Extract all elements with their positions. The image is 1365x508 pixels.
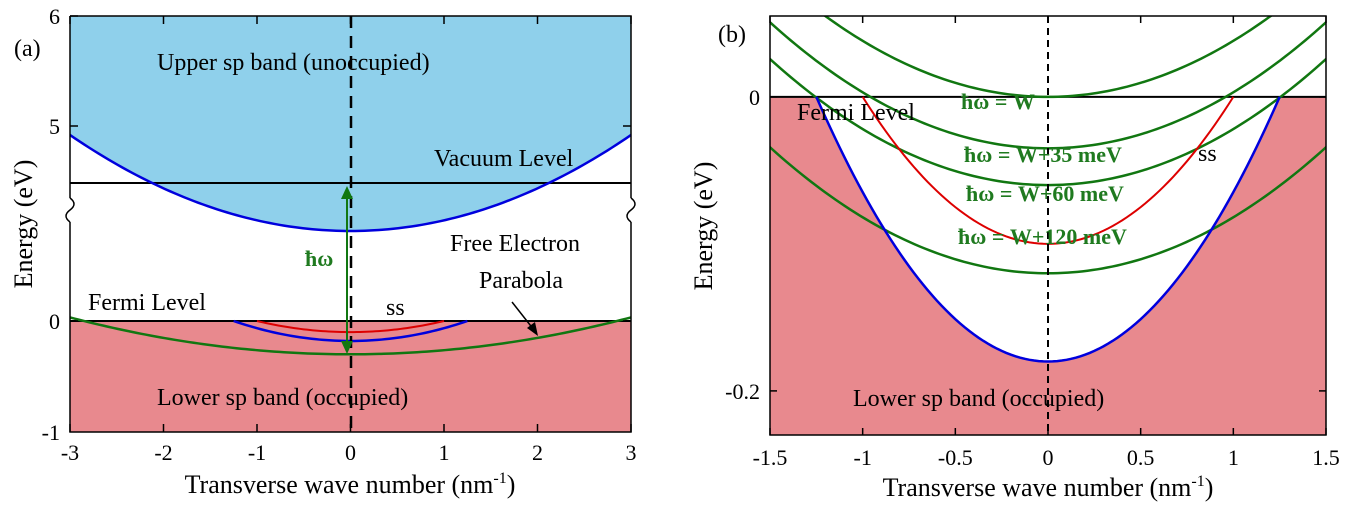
fermi-level-label: Fermi Level <box>797 100 915 126</box>
free-electron-parabola <box>823 16 1273 99</box>
panel-label: (b) <box>718 22 746 48</box>
y-tick-label: 6 <box>49 4 60 29</box>
x-tick-label: 1.5 <box>1312 445 1340 470</box>
x-tick-label: 0 <box>1043 445 1054 470</box>
free-electron-label: Free Electron <box>450 231 580 257</box>
x-tick-label: -3 <box>61 440 79 465</box>
panel-b: ħω = W ħω = W+35 meV ħω = W+60 meV ħω = W+1… <box>689 15 1340 502</box>
photon-arrow <box>341 186 353 354</box>
x-axis-label: Transverse wave number (nm-1) <box>883 473 1214 502</box>
surface-state-curve <box>256 320 445 334</box>
y-tick-label: -1 <box>42 420 60 445</box>
axis-break-right <box>626 197 636 223</box>
y-tick-label: -0.2 <box>725 379 760 404</box>
lower-sp-band-fill <box>770 96 1326 435</box>
x-tick-label: -1 <box>854 445 872 470</box>
x-tick-label: 0.5 <box>1127 445 1155 470</box>
panel-label: (a) <box>14 36 41 62</box>
lower-sp-band-curve <box>815 96 1281 363</box>
hbar-omega-label: ħω <box>305 246 333 271</box>
series-label: ħω = W <box>961 89 1035 114</box>
x-tick-label: -1.5 <box>753 445 788 470</box>
x-ticks-a <box>69 16 632 432</box>
surface-state-label: ss <box>1198 141 1217 167</box>
y-tick-label: 5 <box>49 114 60 139</box>
surface-state-curve <box>861 96 1235 245</box>
parabola-label: Parabola <box>479 268 563 294</box>
series-label: ħω = W+35 meV <box>964 142 1122 167</box>
y-ticks-a <box>70 15 631 322</box>
panel-a: 6 5 0 -1 -3 -2 -1 0 1 2 3 Transverse wave numb… <box>9 4 637 499</box>
x-tick-label: -2 <box>154 440 172 465</box>
y-axis-label: Energy (eV) <box>689 162 718 291</box>
fermi-level-label: Fermi Level <box>88 290 206 316</box>
y-tick-label: 0 <box>49 309 60 334</box>
series-label: ħω = W+60 meV <box>966 181 1124 206</box>
x-tick-label: -1 <box>248 440 266 465</box>
upper-band-label: Upper sp band (unoccupied) <box>157 50 430 76</box>
x-tick-label: 0 <box>345 440 356 465</box>
y-tick-label: 0 <box>749 85 760 110</box>
axis-break-left <box>65 197 75 223</box>
free-electron-pointer <box>511 301 538 336</box>
x-tick-label: 1 <box>1228 445 1239 470</box>
x-tick-label: 3 <box>626 440 637 465</box>
series-label: ħω = W+120 meV <box>958 224 1127 249</box>
lower-band-label: Lower sp band (occupied) <box>853 386 1104 412</box>
ticks-b <box>769 16 1327 435</box>
x-tick-label: 2 <box>532 440 543 465</box>
free-electron-parabola-curve <box>70 316 631 356</box>
x-axis-label: Transverse wave number (nm-1) <box>185 470 516 499</box>
upper-sp-band-curve <box>70 133 631 233</box>
y-axis-label: Energy (eV) <box>9 160 38 289</box>
lower-band-label: Lower sp band (occupied) <box>157 385 408 411</box>
vacuum-level-label: Vacuum Level <box>434 146 574 172</box>
x-tick-label: -0.5 <box>938 445 973 470</box>
x-tick-label: 1 <box>439 440 450 465</box>
surface-state-label: ss <box>386 295 405 321</box>
